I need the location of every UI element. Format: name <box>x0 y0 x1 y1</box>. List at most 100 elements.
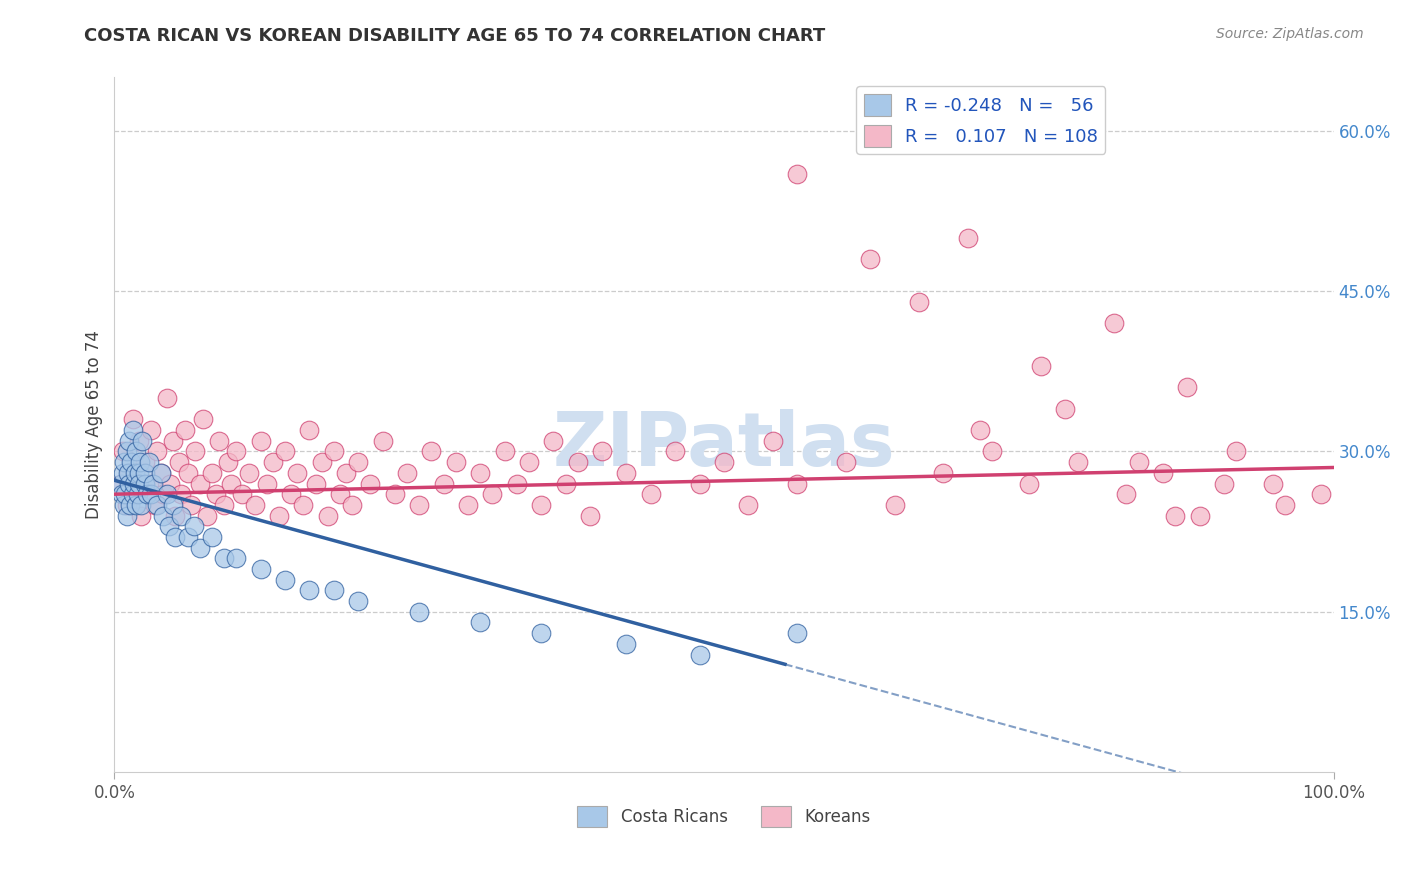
Point <box>335 466 357 480</box>
Point <box>384 487 406 501</box>
Point <box>243 498 266 512</box>
Point <box>1310 487 1333 501</box>
Point <box>115 444 138 458</box>
Point <box>786 626 808 640</box>
Point <box>180 498 202 512</box>
Point <box>457 498 479 512</box>
Point <box>1225 444 1247 458</box>
Point <box>664 444 686 458</box>
Point <box>112 498 135 512</box>
Point <box>713 455 735 469</box>
Point <box>129 508 152 523</box>
Point <box>112 455 135 469</box>
Point <box>689 648 711 662</box>
Point <box>212 551 235 566</box>
Point <box>420 444 443 458</box>
Point <box>125 487 148 501</box>
Point <box>322 583 344 598</box>
Point <box>221 476 243 491</box>
Point <box>285 466 308 480</box>
Point <box>212 498 235 512</box>
Point <box>591 444 613 458</box>
Point <box>737 498 759 512</box>
Point <box>131 434 153 448</box>
Point <box>347 594 370 608</box>
Point <box>347 455 370 469</box>
Point <box>124 466 146 480</box>
Point <box>129 498 152 512</box>
Point <box>162 498 184 512</box>
Point <box>786 476 808 491</box>
Point <box>470 466 492 480</box>
Point <box>1115 487 1137 501</box>
Point <box>188 541 211 555</box>
Point <box>616 466 638 480</box>
Point <box>1066 455 1088 469</box>
Point <box>167 455 190 469</box>
Point <box>322 444 344 458</box>
Point <box>170 508 193 523</box>
Point <box>184 444 207 458</box>
Point <box>329 487 352 501</box>
Point <box>274 573 297 587</box>
Point <box>176 530 198 544</box>
Point <box>786 167 808 181</box>
Point <box>481 487 503 501</box>
Point <box>835 455 858 469</box>
Point <box>238 466 260 480</box>
Point <box>134 466 156 480</box>
Point <box>262 455 284 469</box>
Text: Source: ZipAtlas.com: Source: ZipAtlas.com <box>1216 27 1364 41</box>
Point <box>138 455 160 469</box>
Point <box>193 412 215 426</box>
Y-axis label: Disability Age 65 to 74: Disability Age 65 to 74 <box>86 330 103 519</box>
Point <box>567 455 589 469</box>
Point <box>115 508 138 523</box>
Point <box>156 487 179 501</box>
Point <box>543 434 565 448</box>
Point <box>640 487 662 501</box>
Point <box>1175 380 1198 394</box>
Point <box>517 455 540 469</box>
Point <box>969 423 991 437</box>
Point <box>231 487 253 501</box>
Point <box>579 508 602 523</box>
Text: COSTA RICAN VS KOREAN DISABILITY AGE 65 TO 74 CORRELATION CHART: COSTA RICAN VS KOREAN DISABILITY AGE 65 … <box>84 27 825 45</box>
Point <box>274 444 297 458</box>
Point <box>616 637 638 651</box>
Point <box>117 466 139 480</box>
Point <box>127 487 149 501</box>
Point <box>129 455 152 469</box>
Point <box>217 455 239 469</box>
Point <box>908 294 931 309</box>
Point <box>159 476 181 491</box>
Point <box>110 476 132 491</box>
Point <box>188 476 211 491</box>
Point <box>115 498 138 512</box>
Point <box>110 476 132 491</box>
Point <box>298 583 321 598</box>
Point <box>395 466 418 480</box>
Point <box>225 444 247 458</box>
Point <box>149 466 172 480</box>
Point <box>143 498 166 512</box>
Point <box>111 444 134 458</box>
Point <box>201 530 224 544</box>
Point <box>118 434 141 448</box>
Point <box>134 476 156 491</box>
Point <box>128 466 150 480</box>
Point <box>157 519 180 533</box>
Point <box>506 476 529 491</box>
Point <box>114 487 136 501</box>
Point <box>122 476 145 491</box>
Point <box>139 487 162 501</box>
Point <box>470 615 492 630</box>
Point <box>408 498 430 512</box>
Point <box>125 498 148 512</box>
Point <box>134 455 156 469</box>
Point <box>340 498 363 512</box>
Point <box>530 498 553 512</box>
Point <box>111 487 134 501</box>
Point <box>311 455 333 469</box>
Point <box>359 476 381 491</box>
